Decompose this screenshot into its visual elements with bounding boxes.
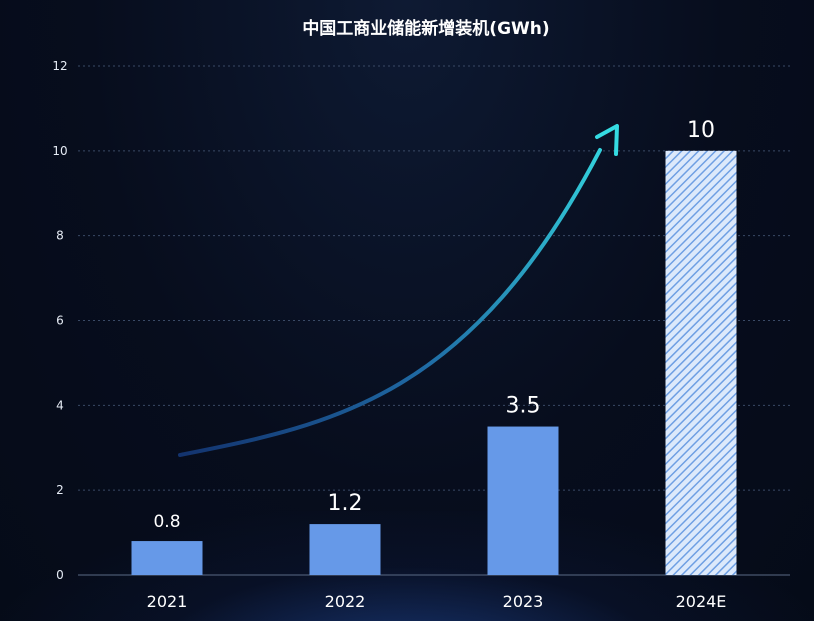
data-label: 1.2 bbox=[328, 491, 363, 516]
x-tick-label: 2022 bbox=[325, 592, 366, 611]
data-label: 0.8 bbox=[153, 512, 180, 532]
y-tick-label: 4 bbox=[56, 398, 64, 412]
bar bbox=[487, 426, 559, 575]
data-labels: 0.8 1.2 3.5 10 bbox=[153, 118, 715, 532]
y-tick-label: 12 bbox=[52, 59, 67, 73]
bar bbox=[131, 541, 203, 575]
y-tick-label: 6 bbox=[56, 314, 64, 328]
y-tick-label: 0 bbox=[56, 568, 64, 582]
y-tick-label: 8 bbox=[56, 229, 64, 243]
y-tick-label: 2 bbox=[56, 483, 64, 497]
x-tick-label: 2023 bbox=[503, 592, 544, 611]
trend-arrow-head bbox=[595, 124, 619, 156]
bar bbox=[309, 524, 381, 575]
y-axis-ticks: 0 2 4 6 8 10 12 bbox=[52, 59, 67, 582]
bar-projected bbox=[665, 150, 737, 576]
x-axis-ticks: 2021 2022 2023 2024E bbox=[147, 592, 727, 611]
data-label: 3.5 bbox=[506, 394, 541, 419]
bars bbox=[131, 150, 737, 576]
trend-arrow-line bbox=[178, 148, 602, 457]
y-tick-label: 10 bbox=[52, 144, 67, 158]
x-tick-label: 2021 bbox=[147, 592, 188, 611]
chart-title: 中国工商业储能新增装机(GWh) bbox=[302, 18, 549, 39]
x-tick-label: 2024E bbox=[676, 592, 727, 611]
trend-arrow bbox=[178, 124, 619, 457]
data-label: 10 bbox=[687, 118, 715, 143]
